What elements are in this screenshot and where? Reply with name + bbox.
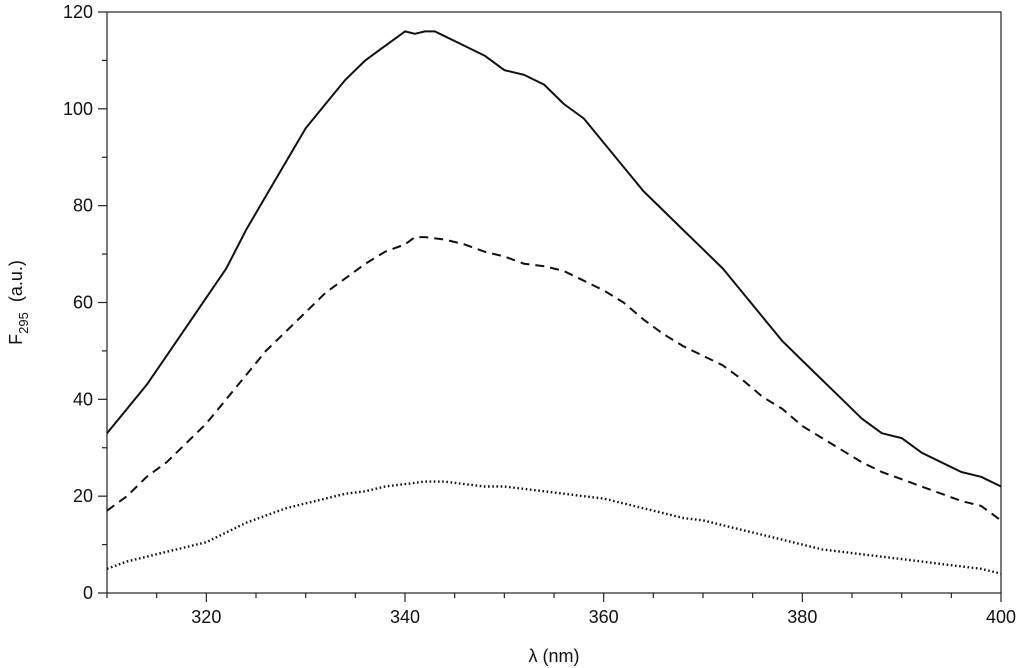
- x-axis-label: λ (nm): [529, 646, 580, 666]
- plot-frame: [106, 11, 1002, 594]
- x-tick-label: 320: [191, 607, 221, 627]
- x-tick-label: 360: [589, 607, 619, 627]
- series-layer: [106, 30, 1002, 575]
- y-axis-label-subscript: 295: [16, 312, 31, 334]
- y-tick-label: 20: [73, 486, 93, 506]
- series-line-solid: [106, 30, 1002, 488]
- y-tick-label: 80: [73, 196, 93, 216]
- y-axis-label: F295 (a.u.): [6, 260, 31, 345]
- x-tick-label: 340: [390, 607, 420, 627]
- series-line-dashed: [106, 236, 1002, 522]
- x-axis: 320 340 360 380 400: [106, 593, 1016, 627]
- y-tick-label: 100: [63, 99, 93, 119]
- series-line-dotted: [106, 480, 1002, 575]
- y-axis-label-main: F: [6, 334, 26, 345]
- y-axis: 0 20 40 60 80 100 120: [63, 2, 107, 603]
- y-tick-label: 0: [83, 583, 93, 603]
- x-tick-label: 380: [787, 607, 817, 627]
- y-axis-label-suffix: (a.u.): [6, 260, 26, 312]
- y-tick-label: 60: [73, 293, 93, 313]
- y-tick-label: 120: [63, 2, 93, 22]
- y-tick-label: 40: [73, 389, 93, 409]
- x-tick-label: 400: [986, 607, 1016, 627]
